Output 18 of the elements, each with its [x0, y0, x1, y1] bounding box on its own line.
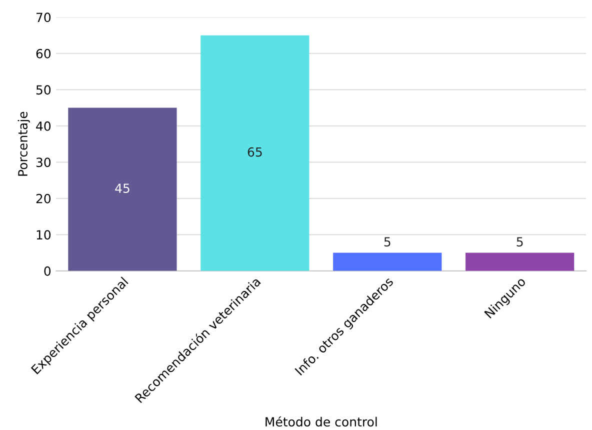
y-tick-label: 10: [36, 230, 51, 240]
bar: [68, 108, 177, 271]
y-tick-label: 40: [36, 121, 51, 131]
bar: [200, 35, 310, 271]
bar: [466, 252, 574, 271]
y-tick-label: 0: [44, 266, 51, 276]
data-label: 65: [248, 147, 262, 157]
y-tick-label: 30: [36, 158, 51, 168]
y-tick-label: 20: [36, 194, 51, 204]
y-tick-label: 70: [36, 12, 51, 22]
bar: [333, 252, 442, 271]
y-tick-label: 50: [36, 85, 51, 95]
y-axis-title: Porcentaje: [18, 112, 30, 176]
data-label: 5: [516, 237, 523, 247]
data-label: 5: [384, 237, 390, 247]
y-tick-label: 60: [36, 48, 51, 58]
x-axis-title: Método de control: [266, 416, 377, 427]
data-label: 45: [115, 184, 130, 193]
